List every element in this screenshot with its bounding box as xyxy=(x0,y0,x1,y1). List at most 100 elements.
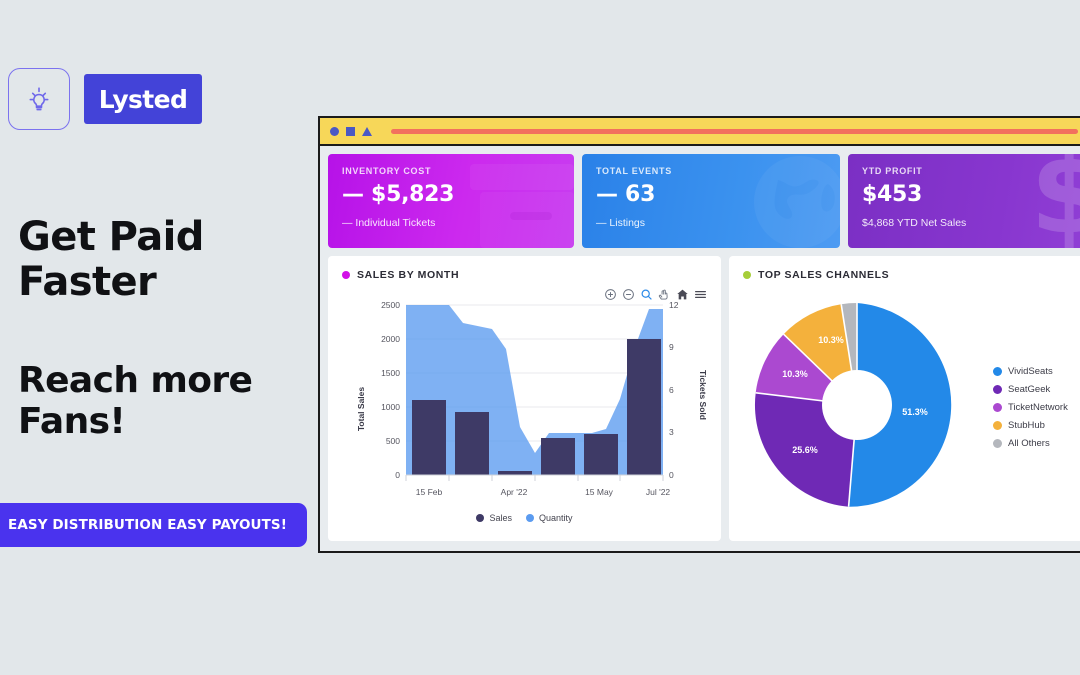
bar-6 xyxy=(627,339,661,475)
zoom-in-icon[interactable] xyxy=(604,288,617,301)
legend-label: VividSeats xyxy=(1008,365,1053,377)
legend-dot-icon xyxy=(476,514,485,522)
legend-item-seatgeek[interactable]: SeatGeek xyxy=(993,384,1068,395)
donut-hole xyxy=(822,370,892,440)
cta-button[interactable]: EASY DISTRIBUTION EASY PAYOUTS! xyxy=(0,503,308,547)
legend-label: SeatGeek xyxy=(1008,383,1051,395)
sales-bar-series xyxy=(412,339,661,475)
xtick-1: Apr '22 xyxy=(501,487,528,497)
svg-text:1000: 1000 xyxy=(381,402,400,412)
legend-item-all-others[interactable]: All Others xyxy=(993,438,1068,449)
promo-subhead-line1: Reach more xyxy=(18,360,253,401)
legend-dot-icon xyxy=(993,420,1002,430)
svg-text:Tickets Sold: Tickets Sold xyxy=(698,370,708,420)
stat-card-sub: — Individual Tickets xyxy=(342,217,436,229)
panel-header: TOP SALES CHANNELS xyxy=(729,256,1080,281)
chart-panels-row: SALES BY MONTH xyxy=(328,256,1080,541)
zoom-out-icon[interactable] xyxy=(622,288,635,301)
circle-control-icon[interactable] xyxy=(330,126,339,136)
legend-dot-icon xyxy=(993,366,1002,376)
xtick-3: Jul '22 xyxy=(646,487,671,497)
promo-headline-line2: Faster xyxy=(18,258,157,305)
bar-3 xyxy=(498,471,532,475)
legend-item-quantity[interactable]: Quantity xyxy=(525,513,573,523)
sales-by-month-chart[interactable]: 2500 2000 1500 1000 500 0 12 9 6 3 xyxy=(328,287,721,512)
promo-panel: Lysted Get Paid Faster Reach more Fans! … xyxy=(0,0,318,675)
svg-text:0: 0 xyxy=(669,470,674,480)
bar-4 xyxy=(541,438,575,475)
panel-dot-icon xyxy=(743,271,751,279)
bar-5 xyxy=(584,434,618,475)
triangle-control-icon[interactable] xyxy=(362,126,372,136)
panel-top-sales-channels: TOP SALES CHANNELS xyxy=(729,256,1080,541)
sales-chart-legend: Sales Quantity xyxy=(328,513,721,523)
square-control-icon[interactable] xyxy=(346,126,355,136)
brand-logo: Lysted xyxy=(8,68,202,130)
stat-card-ytd-profit[interactable]: $ YTD PROFIT $453 $4,868 YTD Net Sales xyxy=(848,154,1080,248)
svg-text:12: 12 xyxy=(669,300,679,310)
panel-title: TOP SALES CHANNELS xyxy=(758,269,890,281)
stat-card-value: $453 xyxy=(862,182,923,207)
promo-headline-line1: Get Paid xyxy=(18,214,204,260)
bar-1 xyxy=(412,400,446,475)
legend-item-stubhub[interactable]: StubHub xyxy=(993,420,1068,431)
legend-label: All Others xyxy=(1008,437,1050,449)
reset-home-icon[interactable] xyxy=(676,288,689,301)
xtick-0: 15 Feb xyxy=(416,487,443,497)
legend-dot-icon xyxy=(993,402,1002,412)
top-sales-channels-chart[interactable]: 51.3% 25.6% 10.3% 10.3% xyxy=(739,287,987,527)
browser-window: INVENTORY COST — $5,823 — Individual Tic… xyxy=(318,116,1080,553)
selection-zoom-icon[interactable] xyxy=(640,288,653,301)
menu-icon[interactable] xyxy=(694,288,707,301)
stat-card-sub: — Listings xyxy=(596,217,646,229)
legend-label: Quantity xyxy=(538,513,573,523)
promo-subhead-line2: Fans! xyxy=(18,401,126,443)
panel-sales-by-month: SALES BY MONTH xyxy=(328,256,721,541)
stat-card-value: — $5,823 xyxy=(342,182,455,207)
pan-icon[interactable] xyxy=(658,288,671,301)
address-bar[interactable] xyxy=(391,128,1078,134)
panel-header: SALES BY MONTH xyxy=(328,256,721,281)
legend-dot-icon xyxy=(993,384,1002,394)
svg-text:6: 6 xyxy=(669,385,674,395)
promo-headline: Get Paid Faster xyxy=(18,215,204,305)
lightbulb-icon xyxy=(8,68,70,130)
legend-item-vividseats[interactable]: VividSeats xyxy=(993,366,1068,377)
svg-text:3: 3 xyxy=(669,427,674,437)
chart-toolbar xyxy=(604,288,707,301)
legend-dot-icon xyxy=(525,514,534,522)
svg-text:2000: 2000 xyxy=(381,334,400,344)
stat-card-label: INVENTORY COST xyxy=(342,166,432,176)
dashboard-viewport: INVENTORY COST — $5,823 — Individual Tic… xyxy=(320,146,1080,541)
stat-card-label: TOTAL EVENTS xyxy=(596,166,672,176)
slice-value-stubhub: 10.3% xyxy=(818,335,844,345)
panel-dot-icon xyxy=(342,271,350,279)
promo-subhead: Reach more Fans! xyxy=(18,360,253,443)
stat-card-label: YTD PROFIT xyxy=(862,166,923,176)
slice-value-vividseats: 51.3% xyxy=(902,407,928,417)
svg-text:500: 500 xyxy=(386,436,400,446)
slice-value-seatgeek: 25.6% xyxy=(792,445,818,455)
svg-text:1500: 1500 xyxy=(381,368,400,378)
stat-card-sub: $4,868 YTD Net Sales xyxy=(862,217,967,229)
legend-label: Sales xyxy=(489,513,512,523)
svg-text:Total Sales: Total Sales xyxy=(356,387,366,432)
legend-item-sales[interactable]: Sales xyxy=(476,513,512,523)
legend-label: StubHub xyxy=(1008,419,1045,431)
xtick-2: 15 May xyxy=(585,487,614,497)
stat-card-total-events[interactable]: TOTAL EVENTS — 63 — Listings xyxy=(582,154,840,248)
donut-legend: VividSeats SeatGeek TicketNetwork xyxy=(993,366,1068,449)
slice-vividseats xyxy=(848,303,952,507)
legend-dot-icon xyxy=(993,438,1002,448)
legend-label: TicketNetwork xyxy=(1008,401,1068,413)
browser-titlebar xyxy=(320,118,1080,146)
svg-text:2500: 2500 xyxy=(381,300,400,310)
legend-item-ticketnetwork[interactable]: TicketNetwork xyxy=(993,402,1068,413)
bar-2 xyxy=(455,412,489,475)
slice-value-ticketnetwork: 10.3% xyxy=(782,369,808,379)
svg-text:9: 9 xyxy=(669,342,674,352)
donut-chart-area: 51.3% 25.6% 10.3% 10.3% VividSeats xyxy=(729,281,1080,527)
brand-wordmark: Lysted xyxy=(84,74,202,124)
stat-card-inventory-cost[interactable]: INVENTORY COST — $5,823 — Individual Tic… xyxy=(328,154,574,248)
